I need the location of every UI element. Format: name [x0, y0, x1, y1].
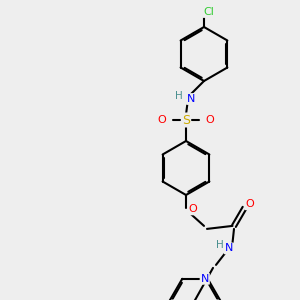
Text: S: S [182, 113, 190, 127]
Text: O: O [206, 115, 214, 125]
Text: H: H [175, 91, 183, 101]
Text: H: H [216, 240, 224, 250]
Text: N: N [187, 94, 195, 104]
Text: N: N [201, 274, 209, 284]
Text: O: O [188, 204, 197, 214]
Text: Cl: Cl [203, 7, 214, 17]
Text: O: O [245, 199, 254, 209]
Text: N: N [225, 243, 233, 254]
Text: O: O [158, 115, 166, 125]
